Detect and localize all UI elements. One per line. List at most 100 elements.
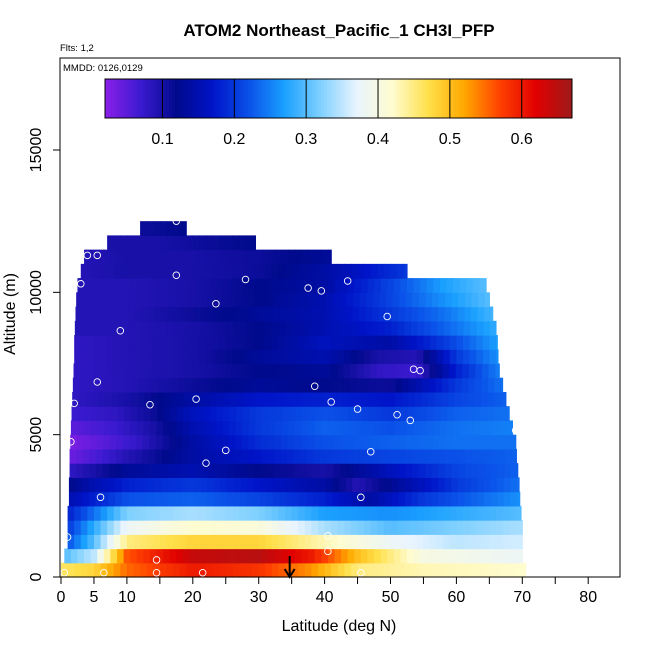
heatmap-cell	[489, 505, 497, 521]
heatmap-cell	[234, 463, 242, 478]
heatmap-cell	[186, 263, 194, 279]
colorbar-segment	[522, 79, 526, 118]
heatmap-cell	[101, 491, 110, 507]
heatmap-cell	[319, 491, 327, 507]
heatmap-cell	[238, 335, 247, 350]
heatmap-cell	[410, 562, 418, 578]
heatmap-cell	[205, 534, 214, 550]
heatmap-cell	[169, 548, 177, 564]
heatmap-cell	[287, 448, 295, 464]
arrow-head	[283, 568, 296, 579]
heatmap-cell	[495, 335, 498, 350]
colorbar-segment	[312, 79, 316, 118]
heatmap-cell	[140, 320, 148, 336]
heatmap-cell	[74, 349, 82, 365]
heatmap-cell	[432, 448, 440, 464]
heatmap-cell	[169, 434, 177, 450]
heatmap-cell	[245, 505, 253, 521]
heatmap-cell	[477, 306, 485, 322]
heatmap-cell	[458, 292, 466, 308]
heatmap-cell	[484, 292, 490, 308]
colorbar-segment	[531, 79, 535, 118]
heatmap-cell	[437, 491, 446, 507]
heatmap-cell	[240, 477, 248, 493]
heatmap-cell	[364, 562, 372, 578]
heatmap-cell	[159, 534, 168, 550]
heatmap-cell	[419, 434, 427, 450]
colorbar-segment	[239, 79, 243, 118]
heatmap-cell	[492, 548, 500, 564]
heatmap-cell	[167, 477, 175, 493]
heatmap-cell	[84, 278, 92, 293]
heatmap-cell	[147, 477, 156, 493]
heatmap-cell	[314, 278, 322, 293]
heatmap-cell	[296, 377, 305, 393]
observation-point	[383, 312, 391, 321]
heatmap-cell	[357, 520, 365, 535]
heatmap-cell	[278, 505, 286, 521]
heatmap-cell	[146, 263, 154, 279]
heatmap-cell	[482, 505, 490, 521]
heatmap-cell	[311, 534, 319, 550]
heatmap-cell	[134, 320, 142, 336]
heatmap-cell	[476, 335, 484, 350]
heatmap-cell	[108, 491, 116, 507]
heatmap-cell	[262, 406, 270, 422]
heatmap-cell	[275, 278, 283, 293]
heatmap-cell	[352, 491, 360, 507]
heatmap-cell	[271, 562, 280, 578]
heatmap-cell	[278, 349, 286, 365]
heatmap-cell	[486, 548, 494, 564]
heatmap-cell	[93, 562, 102, 578]
heatmap-cell	[173, 320, 181, 336]
colorbar-segment	[294, 79, 299, 118]
heatmap-cell	[497, 491, 505, 507]
heatmap-cell	[319, 448, 328, 464]
heatmap-cell	[186, 562, 194, 578]
heatmap-cell	[225, 335, 233, 350]
heatmap-cell	[418, 292, 427, 308]
heatmap-cell	[165, 363, 173, 379]
heatmap-cell	[199, 562, 207, 578]
heatmap-cell	[153, 235, 161, 251]
heatmap-cell	[219, 562, 227, 578]
heatmap-cell	[199, 505, 207, 521]
heatmap-cell	[331, 562, 339, 578]
heatmap-cell	[278, 534, 286, 550]
heatmap-cell	[202, 278, 210, 293]
heatmap-cell	[449, 349, 457, 365]
heatmap-cell	[285, 505, 293, 521]
heatmap-cell	[173, 534, 181, 550]
heatmap-cell	[273, 463, 282, 478]
heatmap-cell	[146, 520, 154, 535]
heatmap-cell	[519, 548, 523, 564]
x-tick-label: 0	[57, 589, 66, 606]
heatmap-cell	[291, 335, 299, 350]
observation-point	[353, 405, 362, 413]
heatmap-cell	[242, 249, 250, 265]
heatmap-cell	[157, 391, 166, 407]
heatmap-cell	[299, 491, 307, 507]
colorbar-segment	[259, 79, 264, 118]
heatmap-cell	[155, 448, 163, 464]
heatmap-cell	[407, 406, 415, 422]
heatmap-cell	[405, 448, 413, 464]
heatmap-cell	[378, 491, 386, 507]
heatmap-cell	[312, 306, 320, 322]
heatmap-cell	[238, 534, 247, 550]
colorbar-segment	[242, 79, 246, 118]
heatmap-cell	[410, 320, 419, 336]
heatmap-cell	[107, 349, 115, 365]
heatmap-cell	[344, 562, 352, 578]
heatmap-cell	[341, 548, 349, 564]
heatmap-cell	[138, 391, 146, 407]
heatmap-cell	[292, 320, 300, 336]
heatmap-cell	[432, 434, 440, 450]
heatmap-cell	[265, 320, 274, 336]
heatmap-cell	[430, 320, 438, 336]
heatmap-cell	[187, 306, 195, 322]
heatmap-cell	[280, 463, 288, 478]
heatmap-cell	[349, 377, 357, 393]
heatmap-cell	[267, 448, 275, 464]
heatmap-cell	[504, 448, 512, 464]
